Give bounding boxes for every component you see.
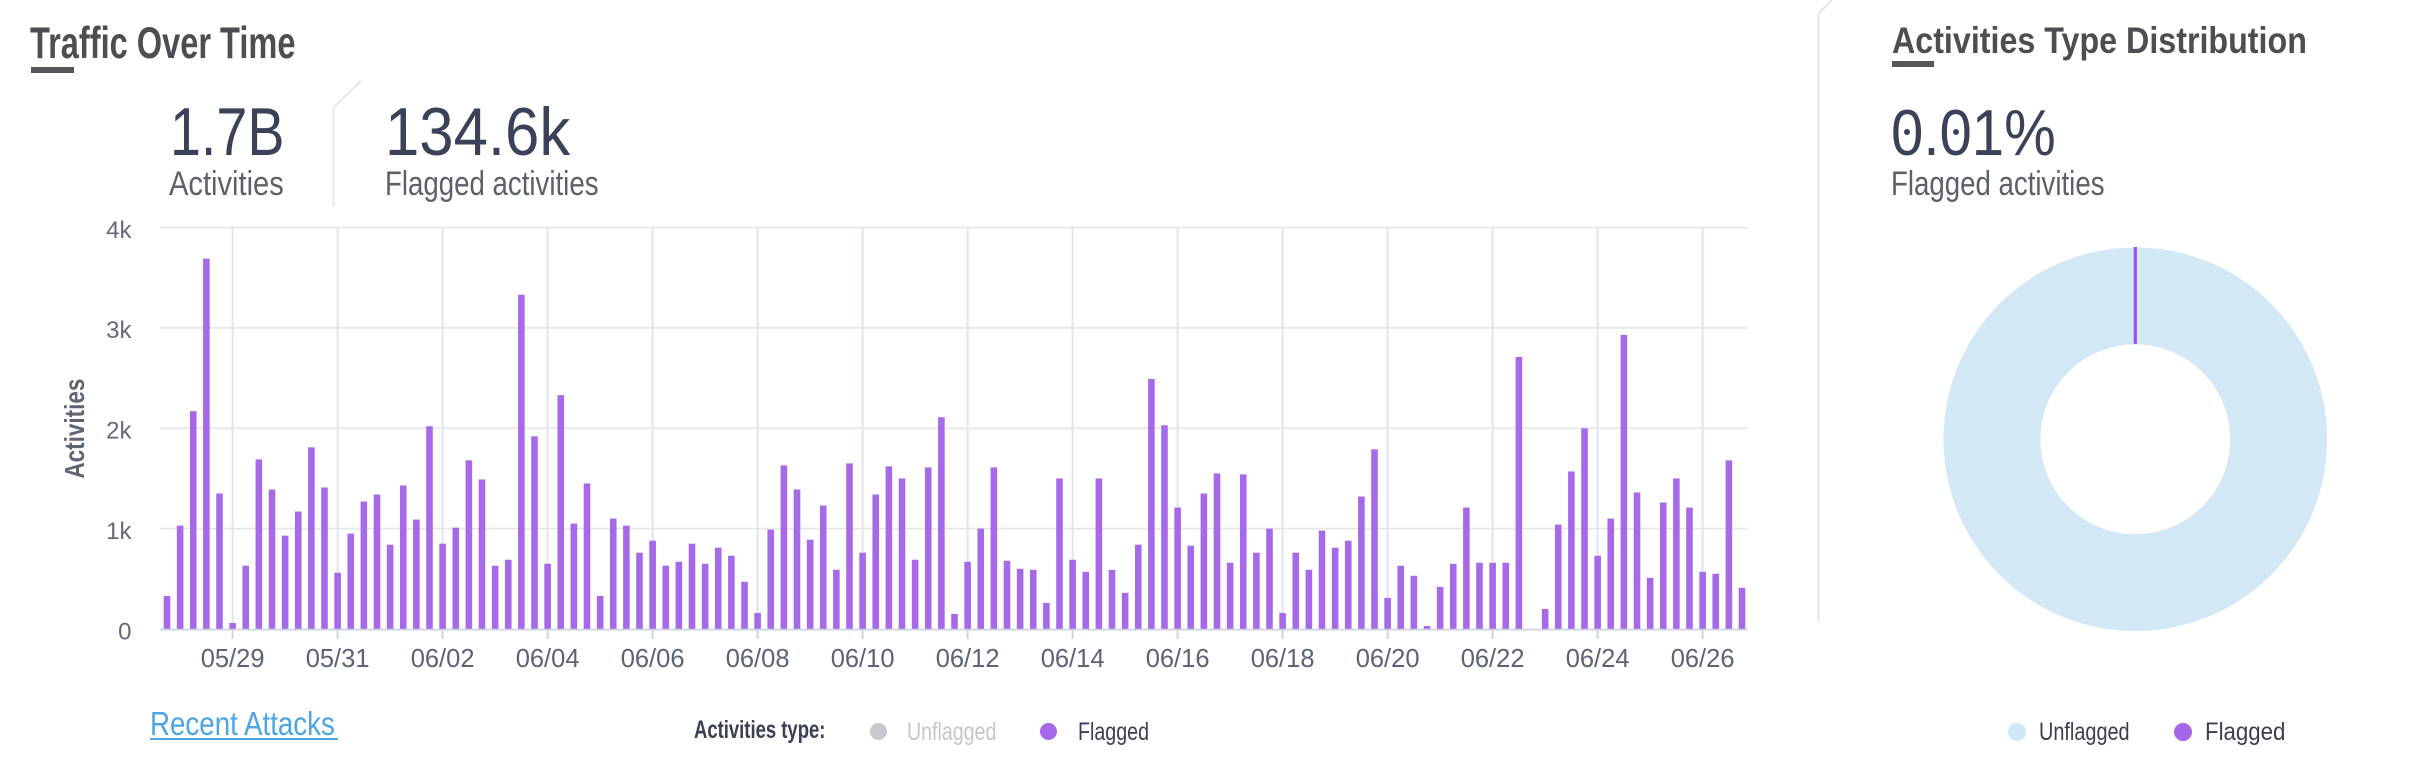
svg-text:06/14: 06/14 [1041, 645, 1105, 673]
svg-text:06/08: 06/08 [726, 645, 790, 673]
svg-text:06/16: 06/16 [1146, 645, 1210, 673]
svg-text:2k: 2k [106, 418, 132, 445]
svg-text:06/26: 06/26 [1671, 645, 1735, 673]
svg-text:06/24: 06/24 [1566, 645, 1630, 673]
svg-text:06/06: 06/06 [621, 645, 685, 673]
svg-text:06/04: 06/04 [516, 645, 580, 673]
svg-text:05/29: 05/29 [201, 645, 265, 673]
svg-text:06/20: 06/20 [1356, 645, 1420, 673]
svg-text:06/10: 06/10 [831, 645, 895, 673]
svg-text:06/22: 06/22 [1461, 645, 1525, 673]
svg-text:06/18: 06/18 [1251, 645, 1315, 673]
svg-text:05/31: 05/31 [306, 645, 370, 673]
svg-text:4k: 4k [106, 217, 132, 244]
svg-text:Activities: Activities [60, 379, 91, 479]
svg-text:0: 0 [118, 618, 131, 645]
svg-text:3k: 3k [106, 317, 132, 344]
svg-text:06/12: 06/12 [936, 645, 1000, 673]
svg-text:06/02: 06/02 [411, 645, 475, 673]
svg-text:1k: 1k [106, 518, 132, 545]
